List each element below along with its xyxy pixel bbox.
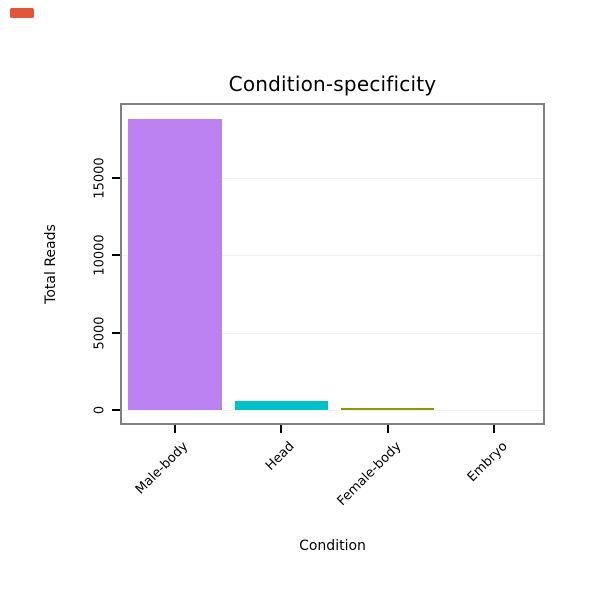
x-tick-label: Head (263, 439, 298, 474)
top-left-marker (10, 8, 34, 18)
chart-title: Condition-specificity (228, 72, 437, 96)
gridline (122, 178, 543, 179)
bar-female-body (340, 407, 435, 410)
y-axis-title: Total Reads (43, 224, 59, 304)
bar-male-body (128, 119, 222, 410)
x-tick (386, 425, 389, 433)
gridline (122, 410, 543, 411)
y-tick (112, 409, 120, 411)
y-tick (112, 331, 120, 334)
x-tick-label: Embryo (464, 439, 511, 486)
y-tick (112, 254, 120, 257)
x-tick (174, 425, 177, 433)
y-tick-label: 0 (92, 405, 108, 415)
y-tick-label: 5000 (92, 316, 108, 350)
bar-head (234, 401, 329, 410)
plot-area (120, 103, 545, 425)
x-tick (492, 425, 495, 433)
gridline (122, 332, 543, 334)
y-tick-label: 10000 (92, 234, 108, 277)
x-tick-label: Male-body (133, 439, 192, 498)
y-tick-label: 15000 (92, 157, 108, 199)
x-tick (280, 425, 283, 433)
x-tick-label: Female-body (334, 439, 405, 509)
gridline (122, 255, 543, 257)
x-axis-title: Condition (299, 538, 366, 554)
y-tick (112, 177, 120, 179)
